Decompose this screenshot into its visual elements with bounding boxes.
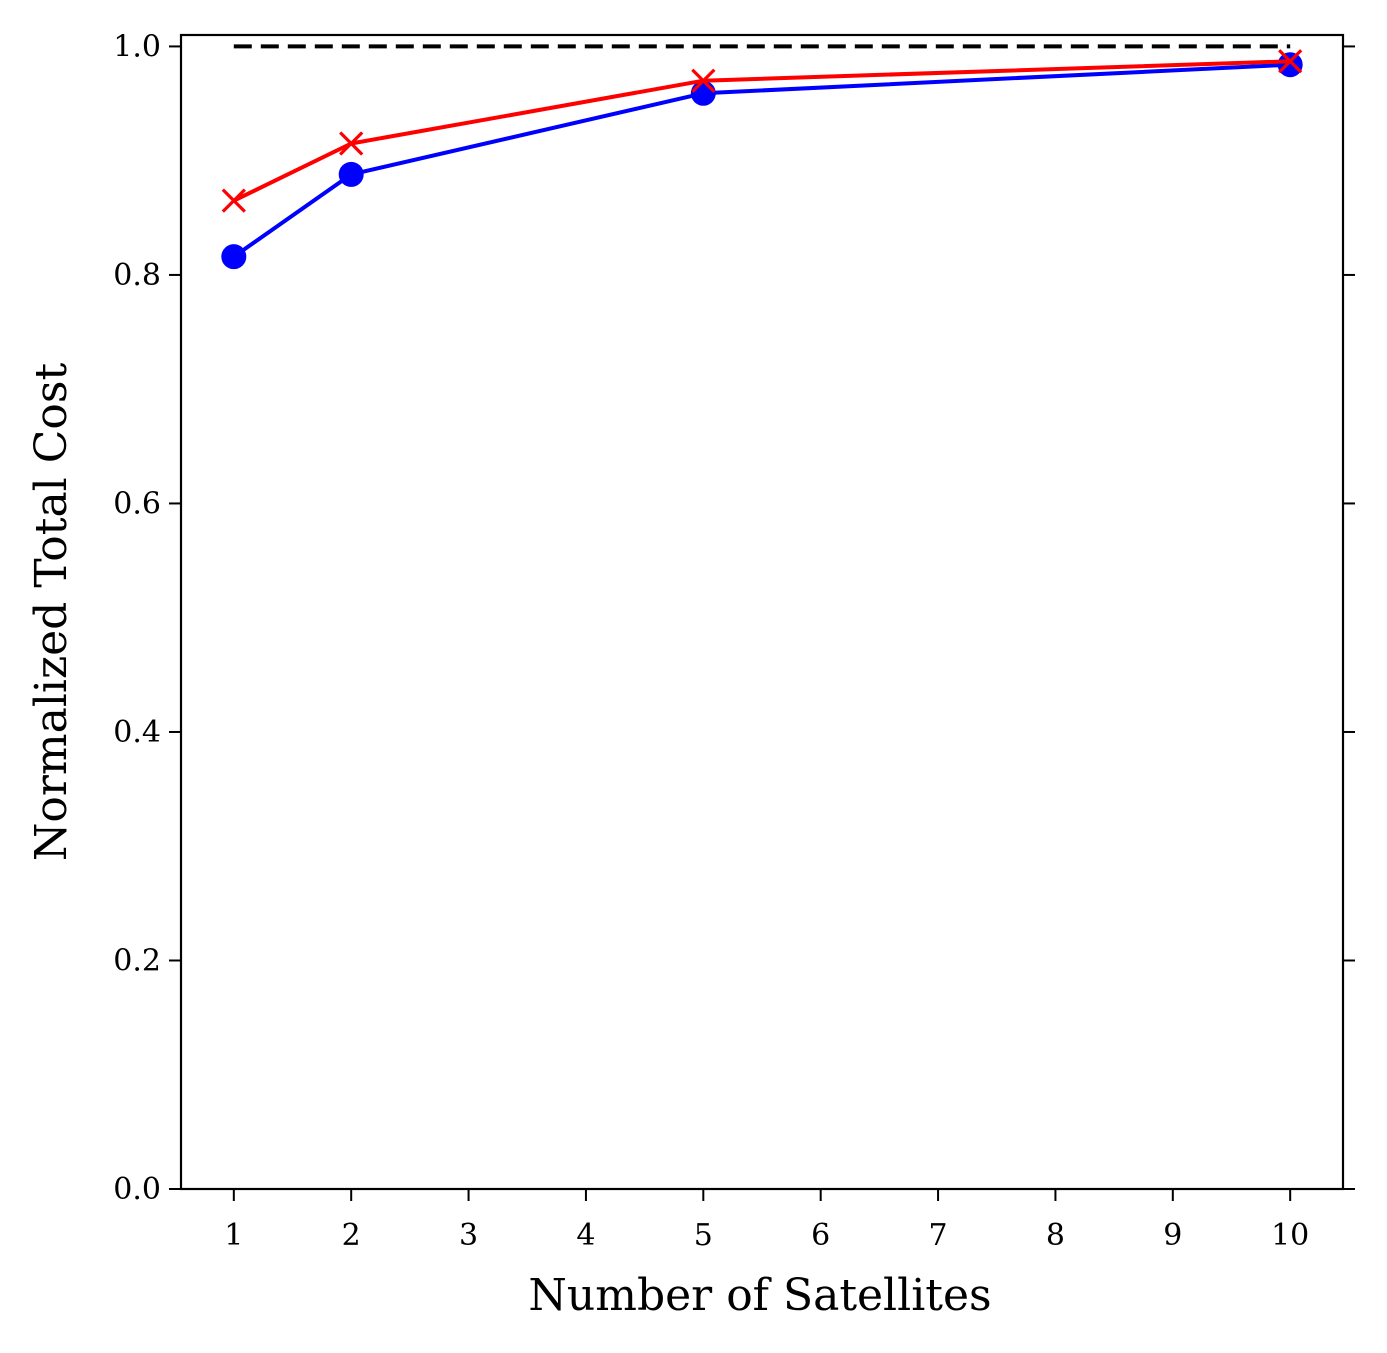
x-tick-label: 6	[811, 1218, 830, 1253]
y-tick-label: 1.0	[113, 29, 161, 64]
series-red-point	[691, 68, 716, 93]
series-blue-point	[221, 244, 247, 270]
y-tick-label: 0.4	[113, 715, 161, 750]
x-tick-label: 3	[459, 1218, 478, 1253]
x-tick-label: 10	[1271, 1218, 1309, 1253]
series-red-point	[221, 188, 246, 213]
x-tick-label: 5	[694, 1218, 713, 1253]
x-tick-label: 7	[929, 1218, 948, 1253]
series-blue-point	[338, 161, 364, 187]
x-tick-label: 9	[1163, 1218, 1182, 1253]
series-red-line	[232, 59, 1291, 203]
x-tick-label: 4	[576, 1218, 595, 1253]
series-red-point	[339, 131, 364, 156]
series-red-point-stroke	[1278, 49, 1303, 74]
series-red-point-stroke	[221, 188, 246, 213]
series-red-point-stroke	[691, 68, 716, 93]
series-blue-point	[690, 80, 716, 106]
y-tick-label: 0.6	[113, 486, 161, 521]
y-tick-label: 0.8	[113, 258, 161, 293]
x-tick-label: 8	[1046, 1218, 1065, 1253]
y-tick-label: 0.0	[113, 1172, 161, 1207]
series-red-point	[1278, 49, 1303, 74]
series-blue-line	[232, 62, 1291, 259]
series-red-point-stroke	[339, 131, 364, 156]
y-tick-label: 0.2	[113, 943, 161, 978]
tick-layer: 1 2 3 4 5 6 7 8 9 10 0.0 0.2 0.4 0.6 0.8 1.0	[113, 29, 1355, 1253]
x-tick-label: 2	[342, 1218, 361, 1253]
series-layer	[221, 44, 1303, 270]
x-tick-label: 1	[224, 1218, 243, 1253]
x-axis-label: Number of Satellites	[528, 1270, 991, 1321]
plot-frame	[179, 33, 1345, 1191]
series-blue-point	[1277, 52, 1303, 78]
y-axis-label: Normalized Total Cost	[26, 363, 77, 862]
